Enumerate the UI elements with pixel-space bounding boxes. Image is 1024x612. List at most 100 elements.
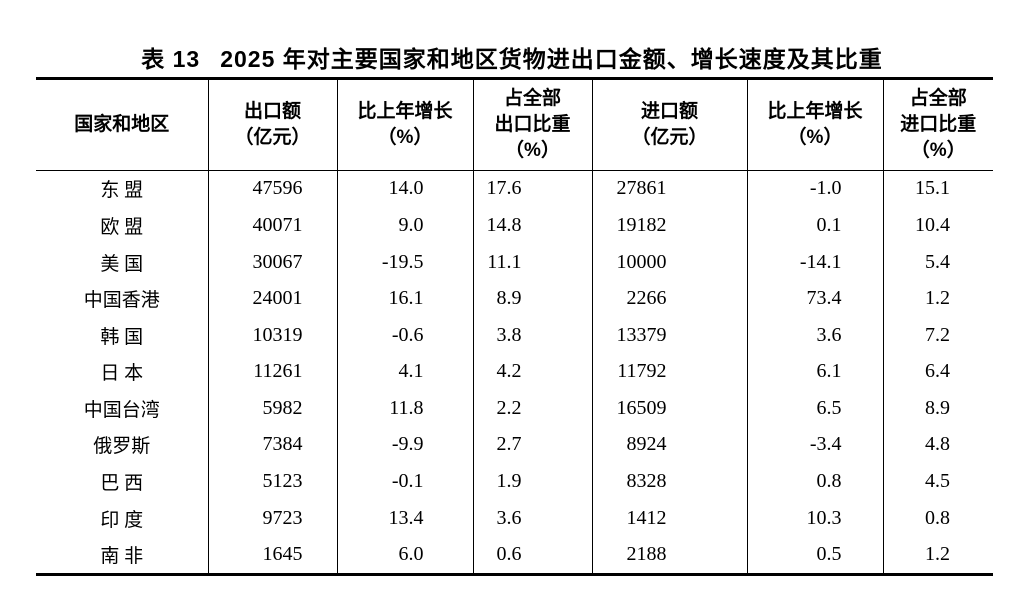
value-cell: 5123 bbox=[208, 463, 338, 500]
table-row: 美 国 30067 -19.5 11.1 10000 -14.1 5.4 bbox=[36, 243, 993, 281]
table-row: 巴 西 5123 -0.1 1.9 8328 0.8 4.5 bbox=[36, 463, 993, 500]
value-cell: 0.5 bbox=[747, 536, 884, 573]
value-cell: 3.6 bbox=[473, 499, 593, 537]
value-cell: -1.0 bbox=[747, 170, 884, 208]
value-cell: 9.0 bbox=[337, 207, 474, 244]
value-cell: 5982 bbox=[208, 390, 338, 427]
value-cell: 4.1 bbox=[337, 353, 474, 391]
value-cell: 0.1 bbox=[747, 207, 884, 244]
value-cell: 17.6 bbox=[473, 170, 593, 208]
value-cell: 1.2 bbox=[925, 287, 950, 310]
column-header-import-value: 进口额 （亿元） bbox=[592, 80, 748, 171]
value-cell: 6.0 bbox=[337, 536, 474, 573]
value-cell: 40071 bbox=[208, 207, 338, 244]
value-cell: 5.4 bbox=[925, 250, 950, 273]
region-name-cell: 东 盟 bbox=[36, 170, 209, 208]
region-name-cell: 欧 盟 bbox=[36, 207, 209, 244]
value-cell: 10.4 bbox=[915, 214, 950, 237]
column-header-export-growth: 比上年增长 （%） bbox=[337, 80, 474, 171]
region-name-cell: 巴 西 bbox=[36, 463, 209, 500]
value-cell: 13379 bbox=[592, 316, 748, 354]
value-cell: -9.9 bbox=[337, 426, 474, 464]
table-body: 东 盟 47596 14.0 17.6 27861 -1.0 15.1 欧 盟 40071 9.0… bbox=[36, 170, 993, 573]
value-cell: 11261 bbox=[208, 353, 338, 391]
value-cell: 4.5 bbox=[925, 469, 950, 492]
value-cell: -3.4 bbox=[747, 426, 884, 464]
value-cell: -0.1 bbox=[337, 463, 474, 500]
value-cell: 15.1 bbox=[915, 177, 950, 200]
column-header-export-share: 占全部 出口比重 （%） bbox=[473, 80, 593, 171]
value-cell: 7.2 bbox=[925, 323, 950, 346]
value-cell: 1.9 bbox=[473, 463, 593, 500]
value-cell: 16.1 bbox=[337, 280, 474, 317]
value-cell: 0.6 bbox=[473, 536, 593, 573]
table-number: 表 13 bbox=[141, 46, 201, 72]
region-name-cell: 中国台湾 bbox=[36, 390, 209, 427]
header-row: 国家和地区 出口额 （亿元） 比上年增长 （%） 占全部 出口比重 （%） 进口… bbox=[36, 80, 993, 171]
region-name-cell: 俄罗斯 bbox=[36, 426, 209, 464]
column-header-region: 国家和地区 bbox=[36, 80, 209, 171]
value-cell: 8328 bbox=[592, 463, 748, 500]
value-cell: 16509 bbox=[592, 390, 748, 427]
value-cell: 19182 bbox=[592, 207, 748, 244]
value-cell: -0.6 bbox=[337, 316, 474, 354]
value-cell: 30067 bbox=[208, 243, 338, 281]
table-title: 表 13 2025 年对主要国家和地区货物进出口金额、增长速度及其比重 bbox=[0, 40, 1024, 74]
value-cell: 10000 bbox=[592, 243, 748, 281]
table-row: 韩 国 10319 -0.6 3.8 13379 3.6 7.2 bbox=[36, 316, 993, 354]
table-row: 中国香港 24001 16.1 8.9 2266 73.4 1.2 bbox=[36, 280, 993, 317]
value-cell: 24001 bbox=[208, 280, 338, 317]
trade-table-container: 国家和地区 出口额 （亿元） 比上年增长 （%） 占全部 出口比重 （%） 进口… bbox=[36, 77, 993, 576]
value-cell: 7384 bbox=[208, 426, 338, 464]
value-cell: 10319 bbox=[208, 316, 338, 354]
value-cell: 73.4 bbox=[747, 280, 884, 317]
value-cell: 2266 bbox=[592, 280, 748, 317]
column-header-import-growth: 比上年增长 （%） bbox=[747, 80, 884, 171]
value-cell: 3.6 bbox=[747, 316, 884, 354]
value-cell: 11792 bbox=[592, 353, 748, 391]
value-cell: 8924 bbox=[592, 426, 748, 464]
column-header-import-share: 占全部 进口比重 （%） bbox=[883, 80, 993, 171]
value-cell: 9723 bbox=[208, 499, 338, 537]
value-cell: 14.8 bbox=[473, 207, 593, 244]
value-cell: 27861 bbox=[592, 170, 748, 208]
value-cell: 3.8 bbox=[473, 316, 593, 354]
value-cell: 1.2 bbox=[925, 543, 950, 566]
value-cell: 2188 bbox=[592, 536, 748, 573]
table-row: 印 度 9723 13.4 3.6 1412 10.3 0.8 bbox=[36, 499, 993, 537]
value-cell: 47596 bbox=[208, 170, 338, 208]
value-cell: -14.1 bbox=[747, 243, 884, 281]
value-cell: 11.1 bbox=[473, 243, 593, 281]
value-cell: 0.8 bbox=[925, 506, 950, 529]
value-cell: 10.3 bbox=[747, 499, 884, 537]
region-name-cell: 美 国 bbox=[36, 243, 209, 281]
value-cell: 8.9 bbox=[473, 280, 593, 317]
table-row: 欧 盟 40071 9.0 14.8 19182 0.1 10.4 bbox=[36, 207, 993, 244]
value-cell: 1412 bbox=[592, 499, 748, 537]
value-cell: -19.5 bbox=[337, 243, 474, 281]
value-cell: 6.1 bbox=[747, 353, 884, 391]
value-cell: 2.2 bbox=[473, 390, 593, 427]
value-cell: 13.4 bbox=[337, 499, 474, 537]
value-cell: 8.9 bbox=[925, 396, 950, 419]
table-row: 东 盟 47596 14.0 17.6 27861 -1.0 15.1 bbox=[36, 170, 993, 208]
table-header: 国家和地区 出口额 （亿元） 比上年增长 （%） 占全部 出口比重 （%） 进口… bbox=[36, 80, 993, 171]
region-name-cell: 韩 国 bbox=[36, 316, 209, 354]
region-name-cell: 印 度 bbox=[36, 499, 209, 537]
table-row: 俄罗斯 7384 -9.9 2.7 8924 -3.4 4.8 bbox=[36, 426, 993, 464]
table-row: 中国台湾 5982 11.8 2.2 16509 6.5 8.9 bbox=[36, 390, 993, 427]
value-cell: 14.0 bbox=[337, 170, 474, 208]
value-cell: 1645 bbox=[208, 536, 338, 573]
region-name-cell: 南 非 bbox=[36, 536, 209, 573]
column-header-export-value: 出口额 （亿元） bbox=[208, 80, 338, 171]
value-cell: 2.7 bbox=[473, 426, 593, 464]
table-row: 日 本 11261 4.1 4.2 11792 6.1 6.4 bbox=[36, 353, 993, 391]
value-cell: 11.8 bbox=[337, 390, 474, 427]
region-name-cell: 中国香港 bbox=[36, 280, 209, 317]
region-name-cell: 日 本 bbox=[36, 353, 209, 391]
value-cell: 6.4 bbox=[925, 360, 950, 383]
value-cell: 4.8 bbox=[925, 433, 950, 456]
trade-table: 国家和地区 出口额 （亿元） 比上年增长 （%） 占全部 出口比重 （%） 进口… bbox=[36, 80, 993, 573]
table-row: 南 非 1645 6.0 0.6 2188 0.5 1.2 bbox=[36, 536, 993, 573]
